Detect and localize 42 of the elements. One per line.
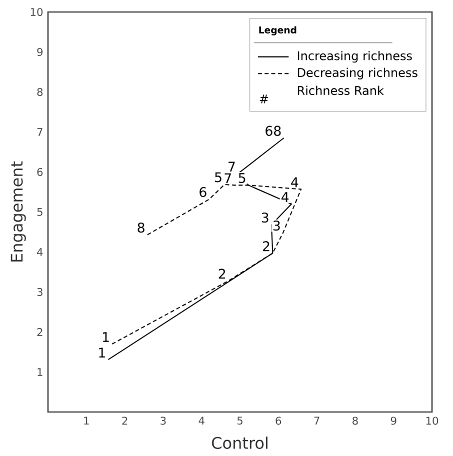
y-tick-label: 8 (37, 88, 43, 96)
y-tick-label: 3 (37, 288, 42, 296)
y-tick-label: 4 (37, 248, 43, 256)
x-axis-title: Control (212, 436, 268, 449)
x-tick-label: 3 (160, 416, 166, 425)
annotation: 1 (99, 348, 105, 358)
legend-title: Legend (259, 26, 296, 36)
x-tick-label: 4 (198, 416, 204, 424)
y-tick-label: 5 (37, 208, 42, 216)
annotation: 2 (218, 268, 226, 279)
annotation: 7 (224, 173, 231, 184)
y-tick-label: 2 (37, 328, 42, 336)
y-tick-label: 1 (38, 368, 42, 376)
legend-label: Decreasing richness (298, 68, 418, 80)
annotation: 5 (238, 173, 246, 184)
x-tick-label: 8 (352, 416, 358, 425)
y-axis-title: Engagement (10, 161, 26, 262)
y-tick-label: 6 (37, 168, 43, 176)
annotation: 3 (273, 220, 280, 231)
annotation: 7 (228, 162, 235, 172)
x-tick-label: 9 (390, 416, 396, 425)
x-tick-label: 6 (276, 416, 282, 425)
annotation: 5 (215, 172, 222, 182)
annotation: 68 (266, 126, 281, 136)
x-tick-label: 10 (426, 416, 438, 425)
y-tick-label: 7 (37, 128, 42, 136)
x-tick-label: 7 (314, 416, 320, 424)
annotation: 6 (200, 186, 206, 198)
annotation: # (260, 94, 268, 104)
legend-label: Increasing richness (298, 51, 412, 63)
annotation: 4 (281, 192, 289, 202)
annotation: 2 (263, 241, 270, 252)
annotation: Richness Rank (298, 86, 384, 96)
y-tick-label: 9 (37, 48, 43, 56)
annotation: 8 (138, 222, 144, 233)
annotation: 3 (262, 212, 268, 223)
x-tick-label: 1 (84, 416, 89, 424)
annotation: 1 (102, 332, 109, 342)
x-tick-label: 2 (122, 416, 128, 425)
annotation: 4 (291, 177, 298, 188)
x-tick-label: 5 (237, 416, 242, 425)
y-tick-label: 10 (30, 8, 43, 16)
